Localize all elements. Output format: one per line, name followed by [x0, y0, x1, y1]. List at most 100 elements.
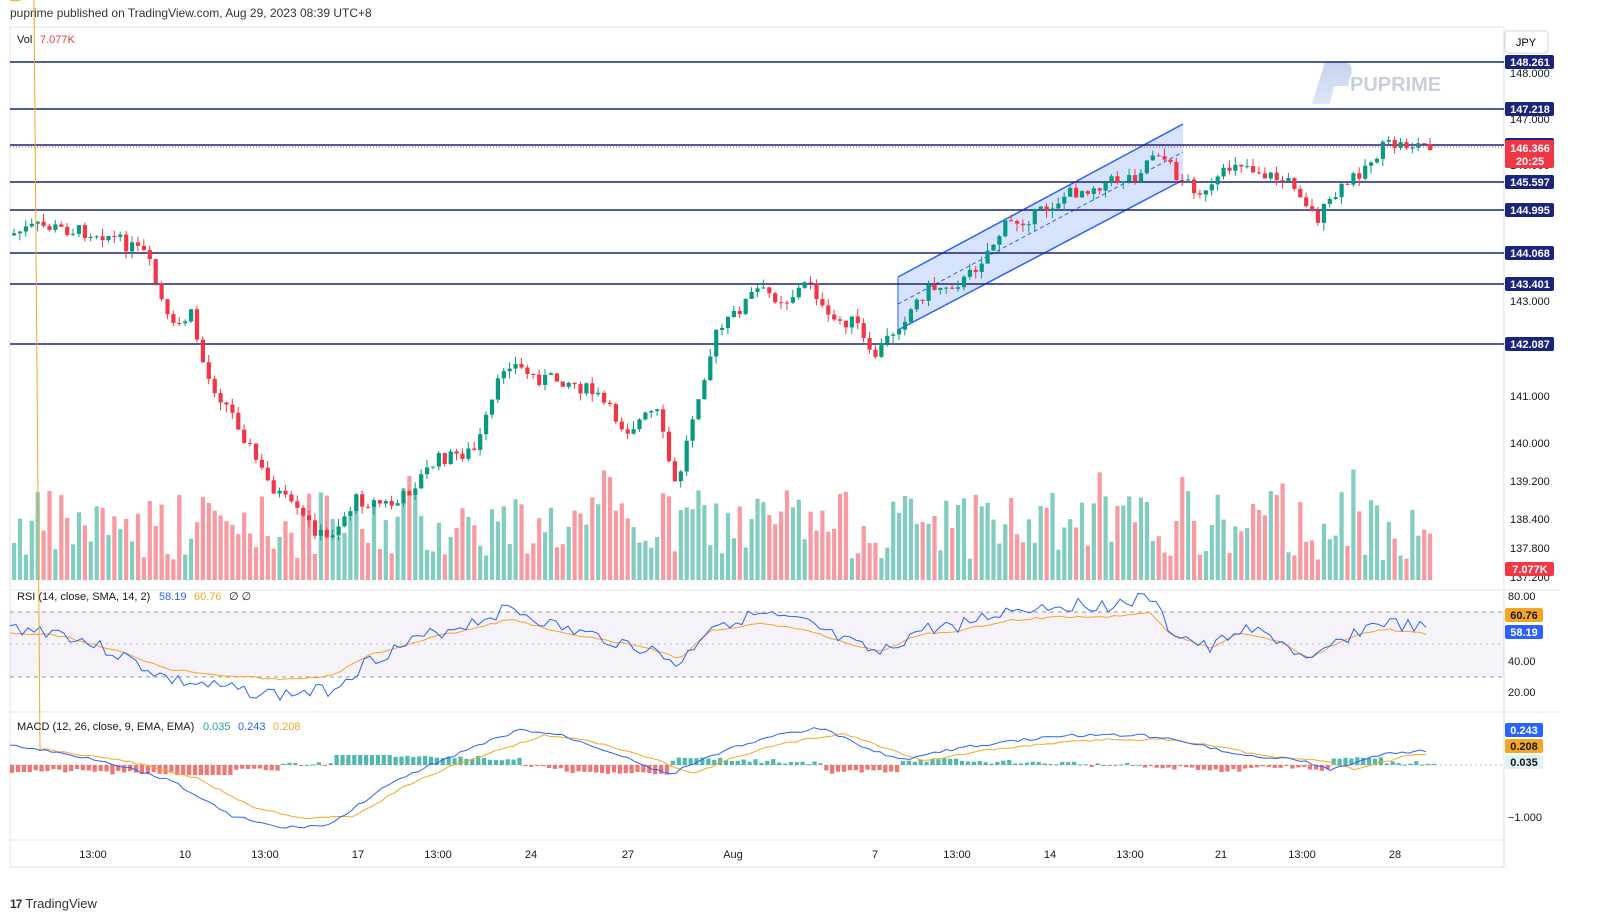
candle	[1274, 172, 1279, 181]
candle	[826, 305, 831, 315]
candle	[383, 501, 388, 504]
candle	[1168, 159, 1173, 162]
candle	[484, 414, 489, 435]
macd-hist-bar	[800, 761, 805, 765]
macd-hist-bar	[281, 763, 286, 765]
volume-bar	[513, 499, 518, 580]
volume-bar	[784, 490, 790, 580]
macd-hist-bar	[517, 757, 522, 765]
candle	[867, 338, 872, 350]
volume-bar	[1380, 559, 1385, 580]
macd-hist-bar	[1296, 765, 1301, 768]
macd-hist-bar	[458, 756, 463, 765]
macd-hist-bar	[777, 762, 782, 765]
volume-bar	[779, 511, 784, 580]
macd-hist-bar	[623, 765, 628, 774]
candle	[230, 404, 235, 413]
candle	[501, 371, 506, 379]
currency-button[interactable]: JPY	[1504, 30, 1549, 54]
candle	[1109, 176, 1114, 183]
volume-bar	[312, 553, 318, 580]
macd-hist-bar	[405, 755, 410, 765]
candle	[537, 374, 542, 385]
candle	[967, 269, 972, 277]
candle	[832, 314, 837, 320]
candle	[1150, 155, 1155, 161]
macd-hist-bar	[541, 765, 546, 766]
candle	[1386, 140, 1391, 142]
volume-bar	[430, 551, 436, 580]
candle	[460, 453, 465, 459]
candle	[714, 329, 719, 357]
macd-hist-bar	[741, 759, 746, 765]
candle	[135, 242, 141, 246]
volume-bar	[53, 549, 58, 580]
volume-bar	[649, 547, 654, 580]
candle	[613, 404, 618, 422]
volume-bar	[531, 543, 536, 580]
candle	[1333, 197, 1338, 199]
volume-bar	[419, 515, 424, 580]
candle	[1032, 208, 1037, 225]
macd-hist-bar	[434, 757, 439, 765]
macd-hist-bar	[1125, 763, 1130, 765]
volume-bar	[472, 525, 477, 580]
macd-hist-bar	[788, 762, 793, 765]
volume-bar	[832, 528, 837, 580]
volume-bar	[1168, 555, 1173, 580]
candle	[543, 374, 548, 385]
candle	[1239, 164, 1244, 167]
macd-hist-bar	[1083, 764, 1088, 766]
macd-hist-bar	[1036, 762, 1041, 765]
macd-hist-bar	[139, 765, 144, 774]
price-tick: 139.200	[1510, 476, 1550, 488]
macd-hist-bar	[965, 761, 970, 765]
candle	[926, 284, 931, 301]
volume-bar	[330, 519, 335, 580]
candle	[330, 535, 335, 538]
candle	[371, 500, 377, 507]
candle	[784, 302, 790, 304]
macd-hist-bar	[1095, 763, 1100, 765]
macd-hist-bar	[1207, 765, 1212, 771]
macd-hist-bar	[1048, 763, 1053, 765]
macd-hist-bar	[86, 765, 91, 771]
volume-bar	[277, 536, 282, 580]
volume-bar	[891, 501, 896, 580]
volume-bar	[1333, 535, 1338, 580]
volume-bar	[820, 510, 825, 580]
volume-bar	[242, 512, 247, 580]
volume-bar	[165, 553, 170, 580]
macd-hist-bar	[1254, 765, 1260, 768]
macd-hist-bar	[1355, 757, 1360, 765]
macd-hist-bar	[499, 760, 504, 765]
macd-hist-bar	[92, 765, 97, 772]
candle	[702, 380, 707, 400]
volume-bar	[489, 509, 495, 580]
macd-hist-bar	[293, 762, 298, 765]
macd-hist-bar	[1361, 757, 1366, 765]
macd-hist-bar	[228, 765, 233, 775]
volume-bar	[1038, 506, 1043, 580]
candle	[1321, 203, 1326, 223]
candle	[200, 339, 205, 363]
candle	[1085, 191, 1090, 194]
volume-bar	[1221, 519, 1226, 580]
candle	[366, 506, 371, 508]
candle	[265, 467, 270, 481]
macd-pane: MACD (12, 26, close, 9, EMA, EMA) 0.035 …	[9, 0, 1543, 829]
time-tick: 27	[622, 849, 634, 861]
macd-hist-bar	[511, 759, 516, 765]
volume-bar	[997, 543, 1002, 580]
volume-bar	[908, 498, 913, 580]
macd-hist-bar	[865, 765, 870, 770]
volume-bar	[88, 541, 93, 580]
candle	[76, 225, 82, 234]
volume-bar	[637, 542, 642, 580]
level-tag: 144.995	[1510, 205, 1550, 217]
volume-bar	[938, 550, 943, 580]
volume-bar	[1286, 552, 1291, 580]
volume-tag: 7.077K	[1505, 562, 1554, 576]
volume-bar	[295, 557, 300, 580]
